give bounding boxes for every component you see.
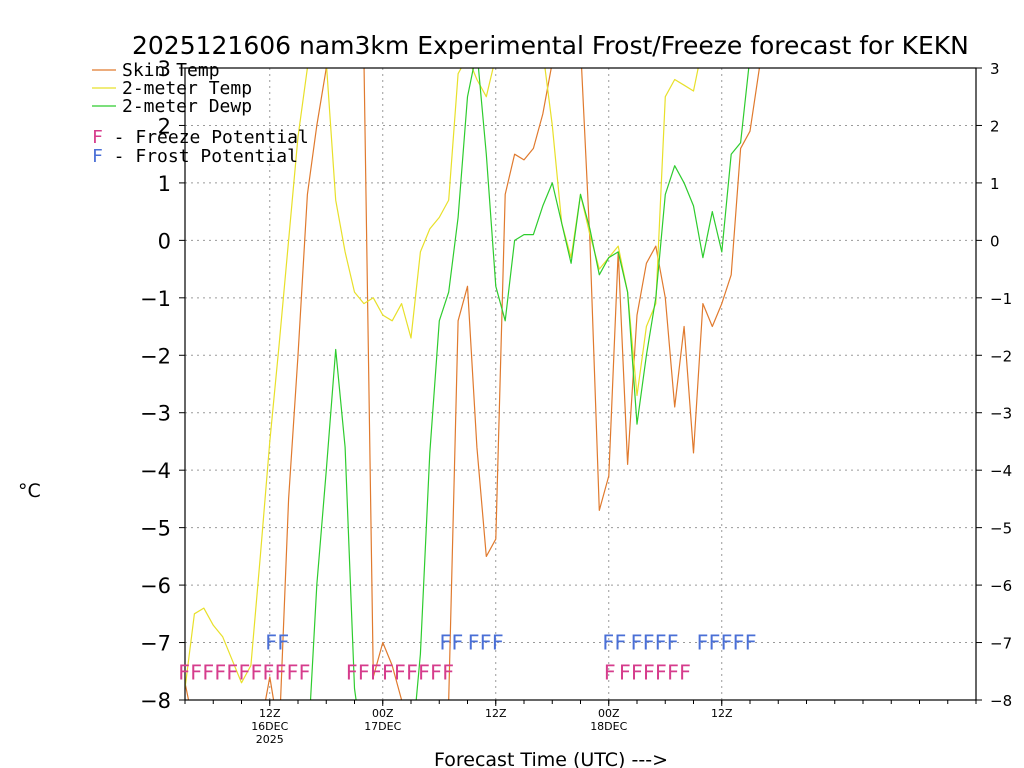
frost-mark: FF	[602, 631, 626, 655]
x-tick-label: 00Z	[598, 707, 620, 720]
y-axis-right: −8 −7 −6 −5 −4 −3 −2 −1 0 1 2 3	[976, 60, 1012, 710]
y-tick-label-right: 2	[990, 117, 1000, 135]
y-tick-label: 0	[158, 229, 171, 253]
y-tick-label-right: −6	[990, 577, 1012, 595]
legend-label: 2-meter Temp	[122, 78, 252, 99]
y-tick-label: −8	[140, 689, 171, 713]
legend-label: Skin Temp	[122, 60, 220, 81]
y-tick-label-right: −1	[990, 290, 1012, 308]
y-tick-label-right: 1	[990, 175, 1000, 193]
legend-potential: F - Freeze Potential	[92, 127, 309, 148]
y-tick-label: −4	[140, 459, 171, 483]
x-tick-label: 12Z	[485, 707, 507, 720]
y-tick-label: 3	[158, 57, 171, 81]
y-tick-label-right: −7	[990, 635, 1012, 653]
y-tick-label: −2	[140, 344, 171, 368]
y-tick-label: −1	[140, 287, 171, 311]
y-tick-label-right: −5	[990, 520, 1012, 538]
y-tick-label-right: −4	[990, 462, 1012, 480]
y-tick-label: −6	[140, 574, 171, 598]
x-tick-label: 16DEC	[251, 720, 288, 733]
series-line-2-meter-dewp	[309, 68, 750, 700]
y-axis-label: °C	[18, 480, 41, 502]
x-tick-label: 12Z	[259, 707, 281, 720]
x-tick-label: 17DEC	[364, 720, 401, 733]
y-tick-label-right: 0	[990, 232, 1000, 250]
frost-mark: FF	[265, 631, 289, 655]
y-tick-label: 1	[158, 172, 171, 196]
chart-title: 2025121606 nam3km Experimental Frost/Fre…	[132, 31, 969, 60]
frost-mark: FF	[439, 631, 463, 655]
y-tick-label: −3	[140, 402, 171, 426]
gridlines	[185, 68, 976, 700]
y-tick-label-right: −8	[990, 692, 1012, 710]
series-layer	[185, 68, 761, 700]
y-tick-label-right: −2	[990, 347, 1012, 365]
y-tick-label-right: −3	[990, 405, 1012, 423]
freeze-mark: FFFFFFFFF	[346, 660, 454, 684]
series-line-skin-temp	[185, 68, 761, 700]
freeze-mark: F	[604, 660, 616, 684]
freeze-mark: FFFFFFFFFFF	[178, 660, 310, 684]
plot-frame	[184, 67, 977, 701]
legend-potential: F - Frost Potential	[92, 146, 298, 167]
x-tick-label: 18DEC	[590, 720, 627, 733]
y-tick-label: 2	[158, 114, 171, 138]
y-tick-label-right: 3	[990, 60, 1000, 78]
frost-mark: FFFFF	[696, 631, 756, 655]
x-tick-label: 00Z	[372, 707, 394, 720]
x-tick-label: 12Z	[711, 707, 733, 720]
x-tick-label: 2025	[256, 733, 284, 746]
legend-label: 2-meter Dewp	[122, 96, 252, 117]
y-axis-left: −8 −7 −6 −5 −4 −3 −2 −1 0 1 2 3	[140, 57, 185, 713]
freeze-mark: FFFFFF	[619, 660, 691, 684]
frost-mark: FFF	[468, 631, 504, 655]
x-axis-label: Forecast Time (UTC) --->	[434, 749, 668, 768]
frost-mark: FFFF	[630, 631, 678, 655]
y-tick-label: −5	[140, 517, 171, 541]
y-tick-label: −7	[140, 632, 171, 656]
